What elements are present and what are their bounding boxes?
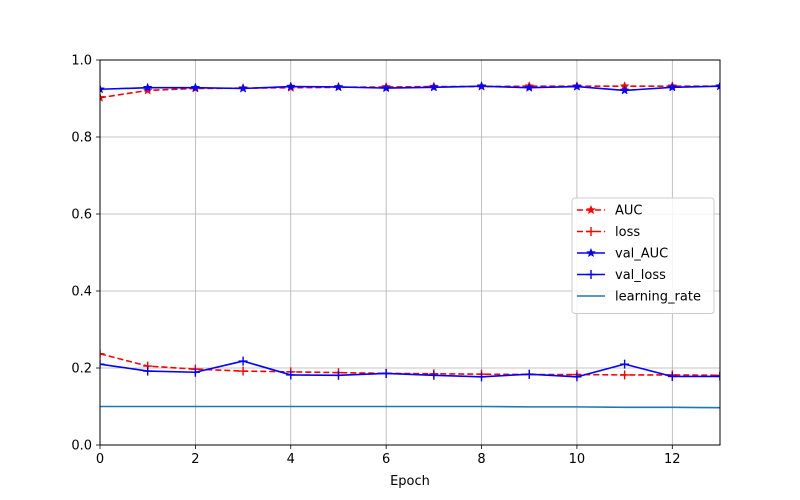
data-point-val-loss — [429, 370, 439, 380]
series-learning-rate — [100, 405, 720, 409]
series-val-loss — [100, 356, 720, 382]
x-tick-label: 12 — [664, 452, 681, 467]
x-tick-label: 10 — [569, 452, 586, 467]
legend-box — [571, 197, 715, 314]
x-tick-label: 4 — [287, 452, 295, 467]
data-point-val-auc — [619, 85, 630, 95]
x-axis-label: Epoch — [390, 474, 430, 489]
data-point-val-loss — [143, 366, 153, 376]
legend-label: loss — [615, 225, 640, 240]
y-tick-label: 0.6 — [71, 208, 92, 223]
legend-item-loss: loss — [577, 225, 640, 240]
series-auc — [100, 80, 720, 102]
data-point-val-auc — [667, 82, 678, 92]
y-tick-label: 1.0 — [71, 54, 92, 69]
y-tick-label: 0.2 — [71, 362, 92, 377]
data-point-val-auc — [100, 84, 105, 94]
data-point-val-auc — [428, 82, 439, 92]
data-point-val-loss — [100, 359, 105, 369]
data-point-loss — [715, 370, 720, 380]
data-point-val-auc — [285, 81, 296, 91]
x-tick-label: 0 — [96, 452, 104, 467]
data-point-auc — [100, 92, 105, 102]
legend-marker — [586, 227, 596, 236]
x-tick-label: 8 — [477, 452, 485, 467]
plot-frame — [99, 59, 721, 446]
data-point-val-loss — [333, 370, 343, 380]
legend-item-val-auc: val_AUC — [577, 247, 668, 262]
legend-marker — [586, 270, 596, 279]
data-point-val-loss — [620, 359, 630, 369]
series-line-val-auc — [100, 85, 720, 92]
data-point-val-loss — [238, 356, 248, 366]
legend-label: val_AUC — [615, 247, 668, 262]
x-tick-label: 6 — [382, 452, 390, 467]
data-point-val-auc — [715, 80, 720, 91]
legend-label: learning_rate — [615, 290, 701, 305]
data-point-val-loss — [477, 372, 487, 382]
data-point-val-auc — [333, 81, 344, 92]
legend-marker — [586, 204, 596, 215]
data-point-val-loss — [524, 369, 534, 379]
legend-marker — [586, 247, 596, 258]
data-point-val-loss — [667, 371, 677, 381]
legend-label: val_loss — [615, 268, 666, 283]
data-point-loss — [238, 366, 248, 376]
data-point-val-auc — [476, 80, 487, 91]
data-point-val-auc — [381, 82, 392, 93]
series-line-val-loss — [100, 360, 720, 378]
legend-label: AUC — [615, 204, 643, 219]
data-point-loss — [100, 349, 105, 359]
y-tick-label: 0.4 — [71, 285, 92, 300]
series-val-auc — [100, 80, 720, 95]
data-point-val-auc — [142, 82, 153, 92]
x-tick-label: 2 — [191, 452, 199, 467]
y-tick-label: 0.0 — [71, 439, 92, 454]
legend-item-auc: AUC — [577, 204, 643, 219]
legend-item-val-loss: val_loss — [577, 268, 666, 283]
data-point-val-loss — [190, 367, 200, 377]
data-point-val-auc — [238, 83, 249, 93]
series-line-learning-rate — [100, 405, 720, 409]
data-point-val-auc — [571, 81, 582, 91]
axis-ticks: 0 2 4 6 8 10 12 0.0 0.2 0.4 0.6 0.8 1.0 — [71, 54, 680, 468]
data-point-val-loss — [381, 368, 391, 378]
y-tick-label: 0.8 — [71, 131, 92, 146]
series-lines — [100, 80, 720, 409]
data-point-val-auc — [190, 82, 201, 92]
data-point-val-auc — [524, 82, 535, 92]
legend: AUC loss val_AUC val_loss learning_rate — [571, 197, 715, 314]
data-point-val-loss — [572, 372, 582, 382]
data-point-val-loss — [715, 371, 720, 381]
data-point-auc — [142, 85, 153, 95]
series-loss — [100, 349, 720, 380]
data-point-val-loss — [286, 370, 296, 380]
data-point-loss — [620, 370, 630, 380]
legend-item-learning-rate: learning_rate — [577, 290, 701, 305]
